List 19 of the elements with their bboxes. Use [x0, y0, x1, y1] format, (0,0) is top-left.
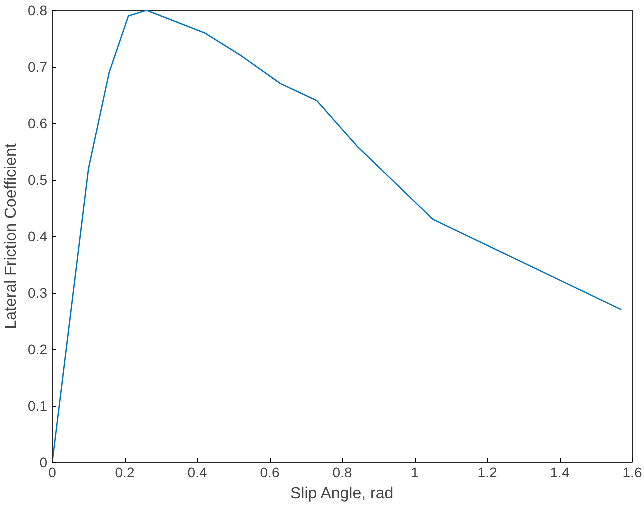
- x-tick-label: 1: [411, 464, 420, 480]
- y-tick-label: 0: [40, 454, 48, 470]
- y-tick-label: 0.8: [28, 2, 48, 18]
- y-axis-title: Lateral Friction Coefficient: [3, 143, 20, 330]
- x-tick-label: 0.6: [260, 464, 280, 480]
- y-tick-label: 0.2: [28, 342, 48, 358]
- x-tick-label: 1.6: [622, 464, 642, 480]
- x-tick-label: 0.4: [188, 464, 208, 480]
- y-tick-label: 0.4: [28, 228, 48, 244]
- y-tick-label: 0.5: [28, 172, 48, 188]
- y-tick-label: 0.6: [28, 116, 48, 132]
- x-tick-label: 0.8: [332, 464, 352, 480]
- y-tick-label: 0.3: [28, 285, 48, 301]
- y-tick-label: 0.1: [28, 398, 48, 414]
- x-tick-label: 0.2: [115, 464, 135, 480]
- x-tick-label: 1.2: [478, 464, 498, 480]
- y-tick-label: 0.7: [28, 59, 48, 75]
- x-axis-title: Slip Angle, rad: [290, 486, 394, 502]
- x-tick-label: 1.4: [550, 464, 570, 480]
